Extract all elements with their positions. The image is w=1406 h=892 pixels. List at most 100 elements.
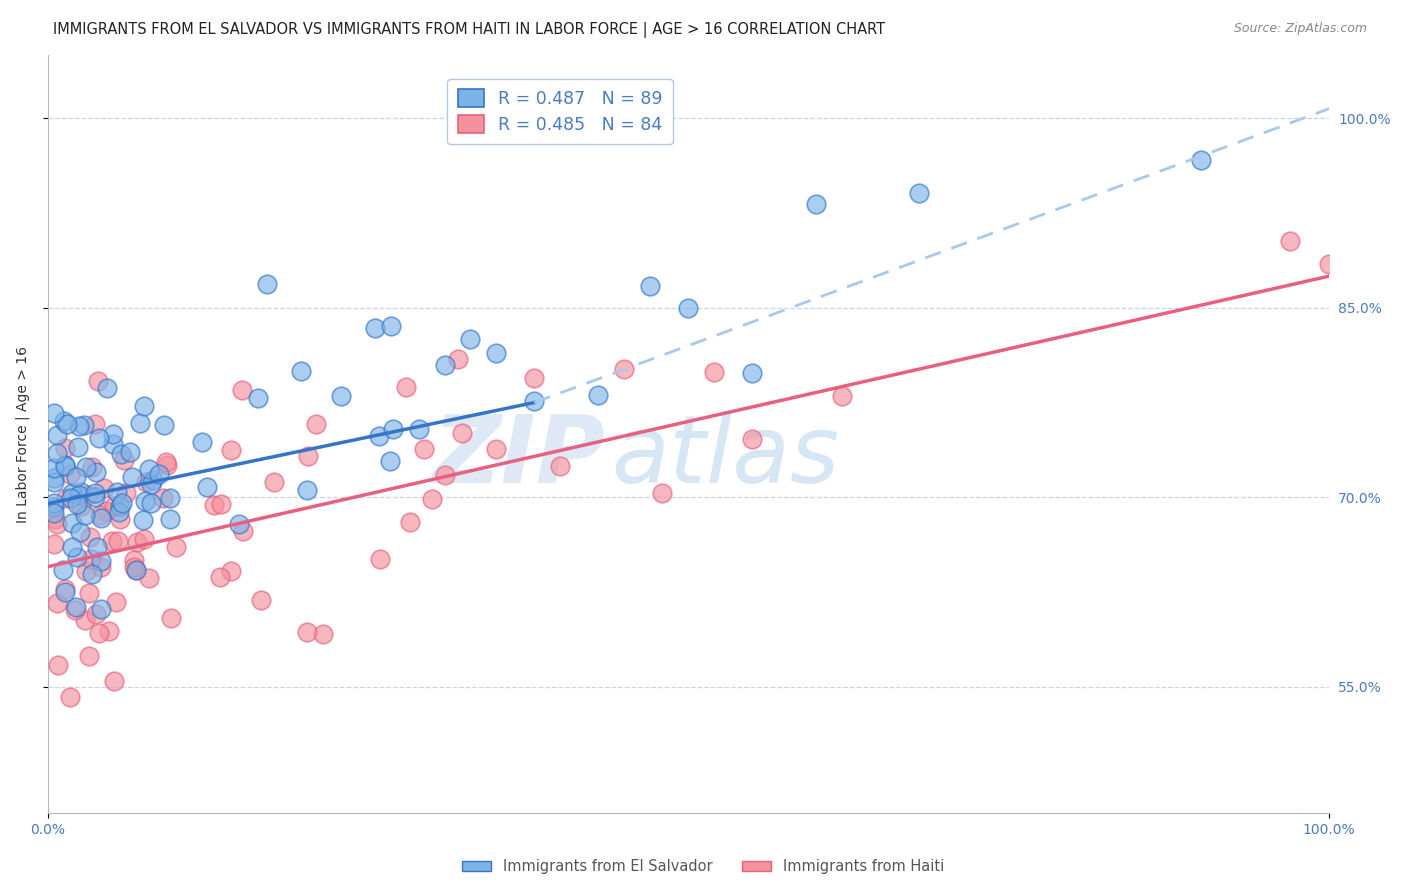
Point [125, 535, 148, 549]
Point [46, 657, 69, 672]
Point [297, 624, 319, 639]
Point [83, 490, 105, 504]
Point [42, 475, 65, 489]
Point [53, 441, 76, 455]
Point [135, 475, 157, 490]
Point [53, 458, 76, 472]
Point [110, 448, 132, 462]
Point [112, 453, 135, 467]
Point [208, 570, 231, 584]
Point [75, 564, 97, 578]
Point [1189, 153, 1212, 167]
Point [111, 496, 134, 510]
Point [97, 624, 120, 639]
Point [42, 537, 65, 551]
Point [548, 459, 571, 474]
Point [741, 366, 763, 380]
Point [741, 432, 763, 446]
Point [290, 364, 312, 378]
Point [907, 186, 929, 200]
Point [42, 500, 65, 515]
Point [155, 454, 177, 468]
Point [67, 487, 90, 501]
Point [588, 387, 610, 401]
Point [132, 399, 155, 413]
Point [89, 508, 111, 523]
Point [45, 446, 67, 460]
Point [152, 491, 174, 506]
Point [84, 465, 107, 479]
Point [420, 492, 443, 507]
Point [165, 540, 187, 554]
Point [433, 358, 456, 372]
Point [523, 394, 546, 409]
Point [69, 524, 91, 539]
Point [80, 551, 103, 566]
Point [132, 513, 155, 527]
Point [370, 551, 392, 566]
Point [59, 690, 82, 704]
Y-axis label: In Labor Force | Age > 16: In Labor Force | Age > 16 [15, 345, 30, 523]
Point [84, 417, 107, 432]
Point [1279, 234, 1302, 248]
Point [231, 384, 253, 398]
Point [219, 443, 242, 458]
Point [101, 533, 124, 548]
Text: Source: ZipAtlas.com: Source: ZipAtlas.com [1233, 22, 1367, 36]
Point [160, 611, 183, 625]
Point [110, 512, 132, 526]
Point [60, 491, 83, 505]
Point [221, 565, 243, 579]
Point [60, 540, 83, 554]
Point [73, 508, 96, 522]
Point [45, 517, 67, 532]
Point [433, 468, 456, 483]
Text: IMMIGRANTS FROM EL SALVADOR VS IMMIGRANTS FROM HAITI IN LABOR FORCE | AGE > 16 C: IMMIGRANTS FROM EL SALVADOR VS IMMIGRANT… [53, 22, 886, 38]
Point [53, 582, 76, 596]
Point [122, 553, 145, 567]
Point [76, 488, 98, 502]
Point [460, 332, 482, 346]
Point [380, 318, 402, 333]
Point [139, 496, 162, 510]
Point [202, 499, 225, 513]
Point [364, 321, 387, 335]
Point [73, 417, 96, 432]
Point [66, 549, 89, 564]
Point [382, 422, 405, 436]
Point [256, 277, 278, 291]
Point [42, 460, 65, 475]
Point [148, 467, 170, 481]
Point [90, 554, 112, 568]
Point [190, 435, 212, 450]
Point [105, 595, 128, 609]
Point [59, 467, 82, 481]
Point [232, 524, 254, 538]
Point [84, 485, 107, 500]
Point [446, 351, 468, 366]
Point [42, 507, 65, 521]
Point [128, 417, 150, 431]
Point [67, 440, 90, 454]
Point [703, 366, 725, 380]
Point [42, 471, 65, 485]
Point [86, 540, 108, 554]
Point [124, 559, 146, 574]
Point [75, 613, 97, 627]
Point [65, 470, 87, 484]
Point [89, 626, 111, 640]
Point [638, 278, 661, 293]
Point [295, 483, 318, 497]
Point [305, 417, 328, 432]
Point [263, 475, 285, 490]
Point [82, 567, 104, 582]
Point [485, 442, 508, 457]
Point [413, 442, 436, 457]
Point [247, 391, 270, 405]
Point [44, 512, 66, 526]
Point [87, 374, 110, 388]
Point [142, 473, 165, 487]
Point [124, 563, 146, 577]
Point [398, 516, 420, 530]
Point [107, 533, 129, 548]
